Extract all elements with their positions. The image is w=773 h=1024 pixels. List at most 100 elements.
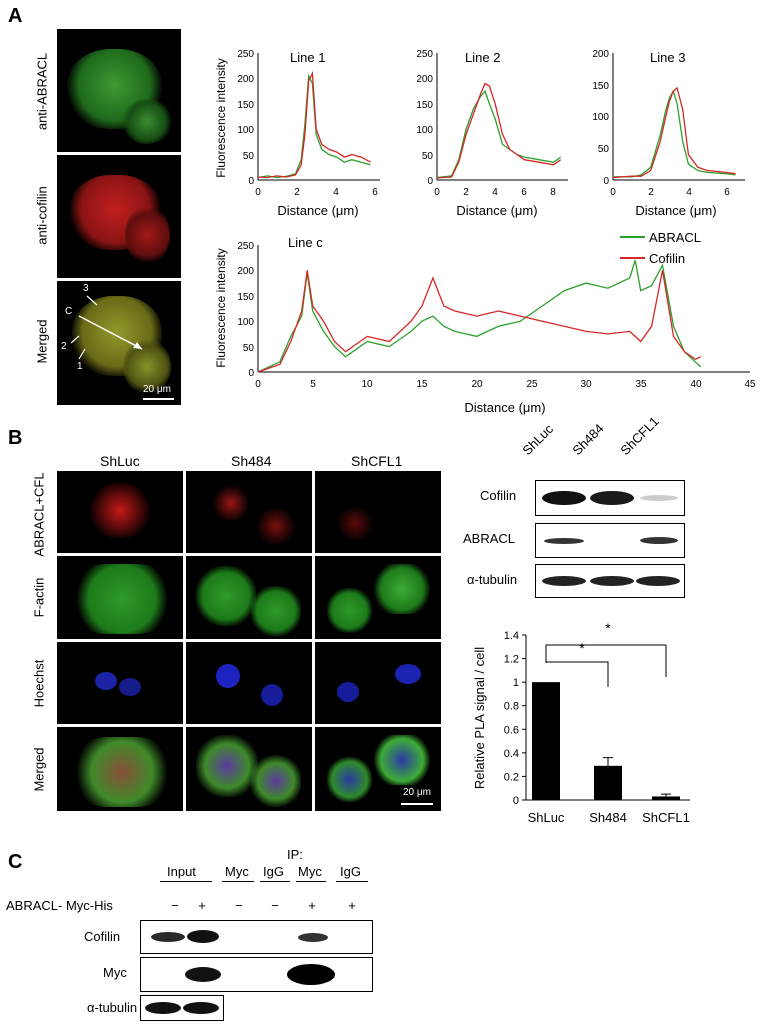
svg-text:200: 200 [237, 74, 254, 85]
svg-text:250: 250 [237, 49, 254, 60]
svg-text:0: 0 [434, 187, 440, 198]
bar-ytick-label: 0 [513, 795, 519, 807]
svg-text:4: 4 [492, 187, 498, 198]
svg-text:200: 200 [416, 74, 433, 85]
chart-title-line1: Line 1 [290, 50, 325, 65]
pla-bar-chart: 0 0.2 0.4 0.6 0.8 1 1.2 1.4 Relative PLA signal… [472, 620, 690, 825]
blot-row-abracl: ABRACL [463, 531, 516, 546]
lane-group-igg-2: IgG [340, 864, 361, 879]
svg-text:0: 0 [248, 176, 254, 187]
ylabel-linec: Fluorescence intensity [214, 248, 228, 367]
svg-text:4: 4 [686, 187, 692, 198]
xlabel-line1: Distance (μm) [277, 203, 358, 218]
micrograph-factin-shluc [57, 556, 183, 639]
errorbar-shcfl1 [661, 793, 671, 797]
blot-row-cofilin: Cofilin [480, 488, 517, 503]
lane-group-igg-1: IgG [263, 864, 284, 879]
bar-ylabel: Relative PLA signal / cell [472, 647, 487, 789]
panel-a-charts: Line 1 Distance (μm) Fluorescence intens… [214, 49, 756, 415]
svg-text:0: 0 [427, 176, 433, 187]
svg-text:0: 0 [603, 176, 609, 187]
col-label-shcfl1: ShCFL1 [351, 453, 403, 469]
svg-text:250: 250 [416, 49, 433, 60]
lane-group-myc-1: Myc [225, 864, 249, 879]
ip-row-cofilin: Cofilin [84, 929, 121, 944]
svg-text:150: 150 [237, 100, 254, 111]
series-abracl-linec [257, 260, 702, 373]
xlabel-line3: Distance (μm) [635, 203, 716, 218]
svg-text:0: 0 [255, 187, 261, 198]
svg-text:0: 0 [248, 368, 254, 379]
panel-label-a: A [8, 5, 23, 27]
row-label-merged-b: Merged [31, 747, 47, 792]
ylabel-line1: Fluorescence intensity [214, 58, 228, 177]
ip-row-myc: Myc [103, 965, 127, 980]
svg-text:2: 2 [648, 187, 654, 198]
errorbar-sh484 [603, 757, 613, 766]
sig-star-2: * [579, 640, 585, 656]
bar-ytick-label: 1 [513, 677, 519, 689]
annotation-c: C [65, 306, 73, 317]
svg-text:6: 6 [724, 187, 730, 198]
blot-abracl [535, 523, 685, 558]
bar-ytick-label: 1.4 [504, 630, 519, 642]
bar-ytick-label: 0.2 [504, 771, 519, 783]
svg-text:5: 5 [310, 379, 316, 390]
series-abracl-line2 [436, 89, 562, 179]
micrograph-hoechst-sh484 [186, 642, 312, 724]
svg-text:8: 8 [550, 187, 556, 198]
construct-label: ABRACL- Myc-His [6, 898, 113, 913]
micrograph-merged-shcfl1: 20 μm [315, 727, 441, 811]
micrograph-merged-sh484 [186, 727, 312, 811]
svg-text:25: 25 [526, 379, 538, 390]
svg-text:250: 250 [237, 241, 254, 252]
svg-text:150: 150 [592, 81, 609, 92]
chart-title-line2: Line 2 [465, 50, 500, 65]
scale-bar-a: 20 μm [143, 384, 171, 395]
annotation-1: 1 [77, 361, 83, 372]
xlabel-line2: Distance (μm) [456, 203, 537, 218]
svg-text:2: 2 [294, 187, 300, 198]
series-abracl-line3 [613, 89, 736, 178]
micrograph-pla-sh484 [186, 471, 312, 553]
svg-text:10: 10 [361, 379, 373, 390]
svg-text:6: 6 [521, 187, 527, 198]
svg-text:50: 50 [598, 144, 610, 155]
sign-2: + [198, 898, 206, 913]
ip-label: IP: [287, 847, 303, 862]
svg-text:50: 50 [243, 151, 255, 162]
svg-text:40: 40 [690, 379, 702, 390]
micrograph-hoechst-shcfl1 [315, 642, 441, 724]
svg-text:0: 0 [610, 187, 616, 198]
svg-text:150: 150 [237, 292, 254, 303]
panel-label-c: C [8, 851, 23, 873]
bar-category-label: Sh484 [589, 810, 627, 825]
chart-line-1: Line 1 Distance (μm) Fluorescence intens… [214, 49, 380, 218]
chart-title-linec: Line c [288, 235, 323, 250]
svg-text:6: 6 [372, 187, 378, 198]
bar-category-label: ShCFL1 [642, 810, 690, 825]
series-abracl-line1 [257, 73, 371, 179]
ip-blot-cofilin [140, 920, 373, 954]
sign-5: + [308, 898, 316, 913]
micrograph-factin-shcfl1 [315, 556, 441, 639]
sign-6: + [348, 898, 356, 913]
svg-text:45: 45 [744, 379, 756, 390]
svg-text:15: 15 [416, 379, 428, 390]
bar-shluc [532, 682, 560, 800]
scale-bar-b: 20 μm [403, 787, 431, 798]
bar-category-label: ShLuc [528, 810, 565, 825]
annotation-2: 2 [61, 341, 67, 352]
micrograph-anti-abracl [57, 29, 181, 152]
micrograph-pla-shcfl1 [315, 471, 441, 553]
micrograph-merged: 3 C 2 1 20 μm [57, 281, 181, 405]
series-cofilin-linec [257, 270, 702, 373]
sig-star-1: * [605, 620, 611, 636]
svg-text:100: 100 [237, 317, 254, 328]
svg-text:100: 100 [592, 112, 609, 123]
svg-text:4: 4 [333, 187, 339, 198]
svg-text:30: 30 [580, 379, 592, 390]
ip-row-tubulin: α-tubulin [87, 1000, 138, 1015]
xlabel-linec: Distance (μm) [464, 400, 545, 415]
chart-line-2: Line 2 Distance (μm) 0 50 100 150 200 25… [416, 49, 568, 218]
